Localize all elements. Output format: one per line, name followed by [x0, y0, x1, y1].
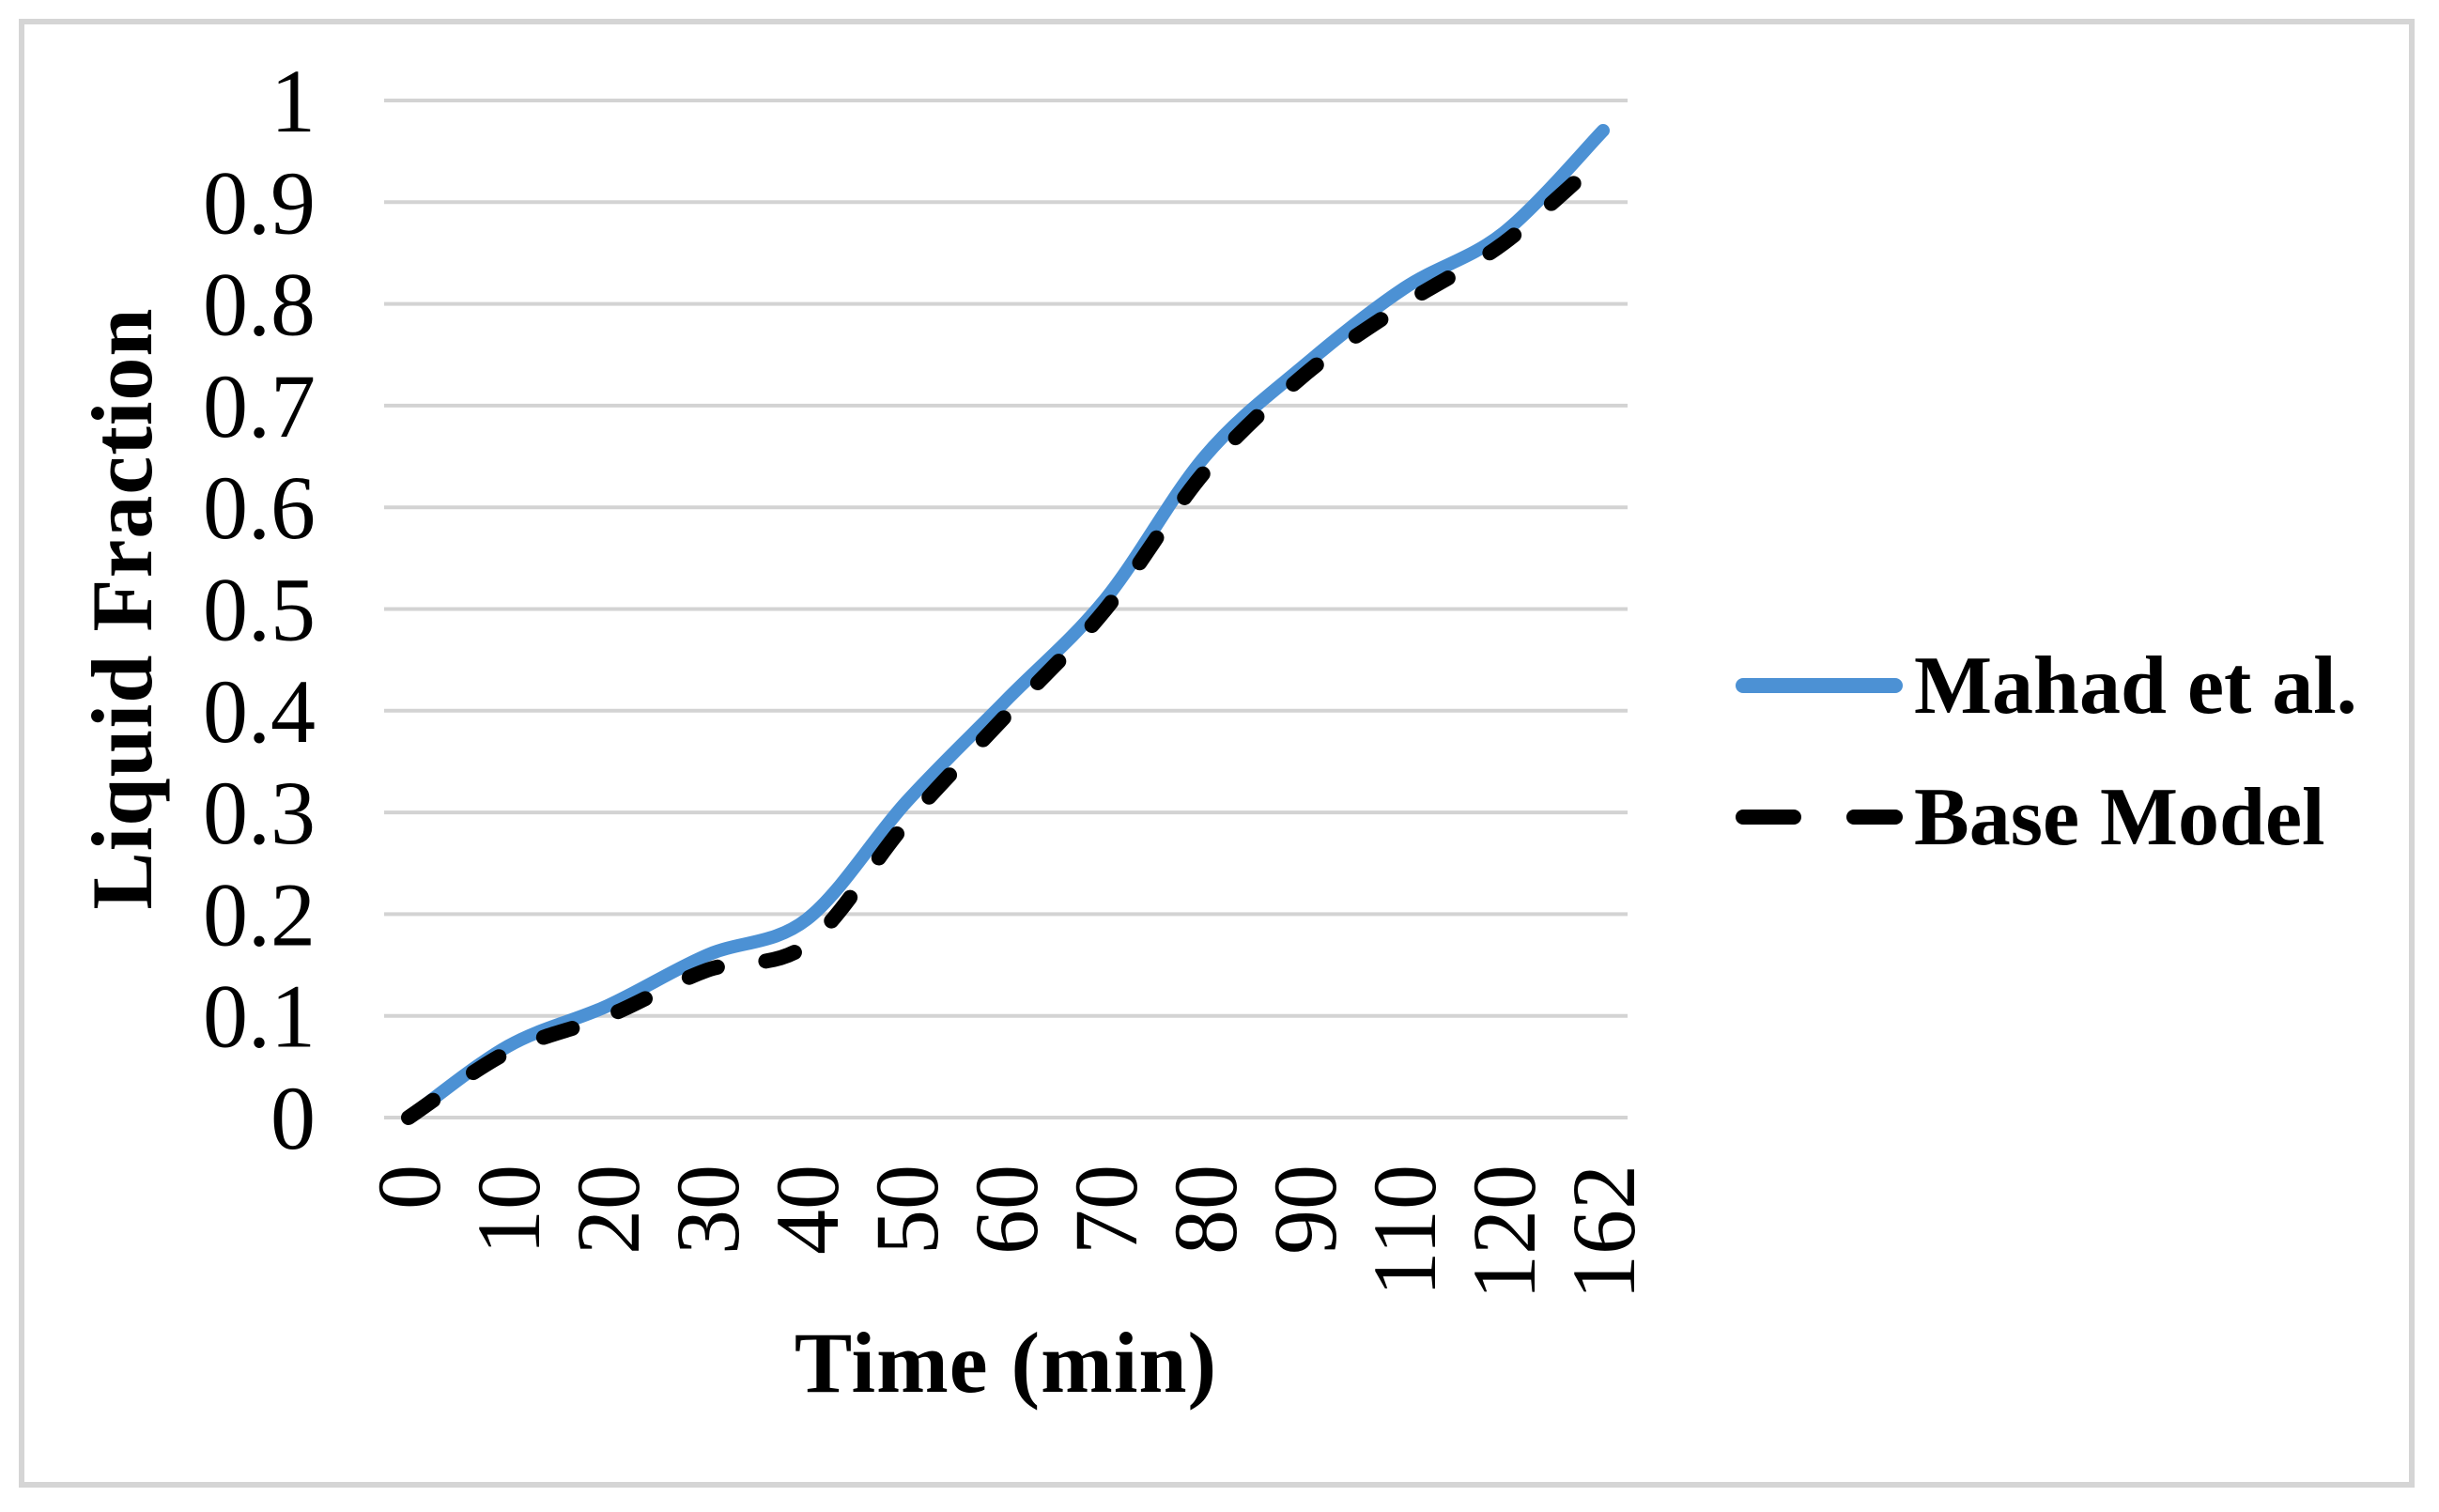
y-axis-title: Liquid Fraction [74, 307, 170, 910]
y-tick-label: 0.4 [203, 661, 316, 762]
legend: Mahad et al. Base Model [1736, 620, 2357, 883]
page-border [19, 19, 2415, 1488]
x-tick-label: 10 [458, 1165, 559, 1255]
y-tick-label: 0.3 [203, 763, 316, 863]
y-tick-label: 0.9 [203, 152, 316, 253]
x-tick-label: 80 [1155, 1165, 1256, 1255]
y-tick-label: 0.6 [203, 457, 316, 558]
x-tick-label: 90 [1255, 1165, 1355, 1255]
y-tick-label: 0.1 [203, 966, 316, 1067]
gridlines [384, 99, 1628, 1119]
y-axis-tick-labels: 00.10.20.30.40.50.60.70.80.91 [203, 51, 316, 1168]
legend-item-base-model: Base Model [1736, 751, 2357, 883]
y-tick-label: 0.5 [203, 560, 316, 660]
y-tick-label: 0.2 [203, 864, 316, 964]
x-axis-title: Time (min) [794, 1315, 1218, 1411]
series-paths [401, 124, 1611, 1125]
series-line-1 [401, 149, 1611, 1125]
y-tick-label: 0 [270, 1068, 316, 1168]
x-tick-label: 50 [857, 1165, 957, 1255]
x-tick-label: 20 [558, 1165, 658, 1255]
y-tick-label: 1 [270, 51, 316, 151]
legend-item-mahad: Mahad et al. [1736, 620, 2357, 751]
x-tick-label: 40 [757, 1165, 857, 1255]
x-tick-label: 120 [1454, 1165, 1554, 1300]
legend-label-mahad: Mahad et al. [1914, 640, 2357, 732]
x-tick-label: 0 [359, 1165, 459, 1210]
series-line-0 [402, 124, 1610, 1124]
x-tick-label: 30 [657, 1165, 758, 1255]
x-tick-label: 70 [1056, 1165, 1156, 1255]
dashed-line-swatch-icon [1736, 810, 1903, 825]
solid-line-swatch-icon [1736, 678, 1903, 693]
legend-label-base-model: Base Model [1914, 771, 2325, 863]
x-tick-label: 110 [1354, 1165, 1455, 1296]
x-tick-label: 162 [1553, 1165, 1654, 1300]
x-tick-label: 60 [956, 1165, 1057, 1255]
y-tick-label: 0.8 [203, 255, 316, 355]
y-tick-label: 0.7 [203, 356, 316, 456]
x-axis-tick-labels: 0 10 20 30 40 50 60 70 80 90 110 120 162 [359, 1165, 1654, 1300]
